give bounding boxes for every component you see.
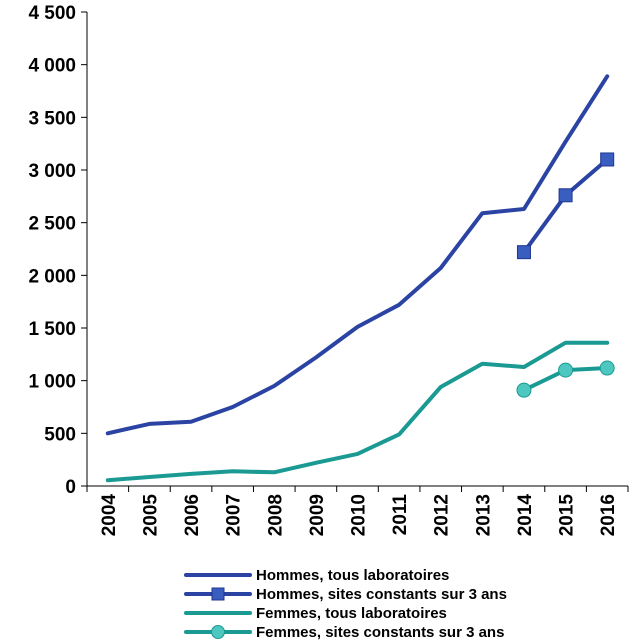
y-tick-label: 4 500 [28,3,76,24]
y-tick-label: 4 000 [28,56,76,77]
x-tick-label: 2012 [432,494,453,536]
x-tick-label: 2013 [473,494,494,536]
series-lines [105,74,615,483]
series-marker-square [600,152,615,167]
x-tick-label: 2015 [557,494,578,537]
legend-swatch-marker [211,625,225,639]
series-marker-square [516,245,531,260]
legend: Hommes, tous laboratoires Hommes, sites c… [184,567,507,641]
x-tick-label: 2007 [224,494,245,536]
x-tick-label: 2004 [99,494,120,537]
legend-label: Femmes, tous laboratoires [256,605,447,622]
y-tick-label: 2 500 [28,214,76,235]
legend-label: Hommes, sites constants sur 3 ans [256,586,507,603]
legend-label: Hommes, tous laboratoires [256,567,449,584]
y-tick-label: 1 500 [28,319,76,340]
x-tick-label: 2006 [182,494,203,536]
y-tick-label: 0 [65,477,76,498]
series-marker-circle [599,360,615,376]
series-marker-square [558,188,573,203]
legend-swatch-marker [211,587,225,601]
x-axis: 2004 2005 2006 2007 2008 2009 2010 2011 2012 2013… [86,485,629,537]
x-tick-label: 2010 [349,494,370,536]
series-line-0 [105,74,610,436]
legend-label: Femmes, sites constants sur 3 ans [256,624,504,641]
x-tick-label: 2016 [598,494,619,536]
y-axis: 0 500 1 000 1 500 2 000 2 500 3 000 3 500 4 000 4… [28,3,88,498]
series-marker-circle [516,382,532,398]
x-tick-label: 2011 [390,494,411,536]
x-tick-label: 2009 [307,494,328,536]
series-line-2 [105,340,610,483]
x-tick-label: 2005 [140,494,161,537]
y-tick-label: 1 000 [28,372,76,393]
y-tick-label: 2 000 [28,266,76,287]
series-line-1 [522,157,610,255]
y-tick-label: 3 000 [28,161,76,182]
y-tick-label: 3 500 [28,108,76,129]
x-tick-label: 2008 [265,494,286,536]
series-marker-circle [558,362,574,378]
x-tick-label: 2014 [515,494,536,537]
y-tick-label: 500 [44,424,76,445]
